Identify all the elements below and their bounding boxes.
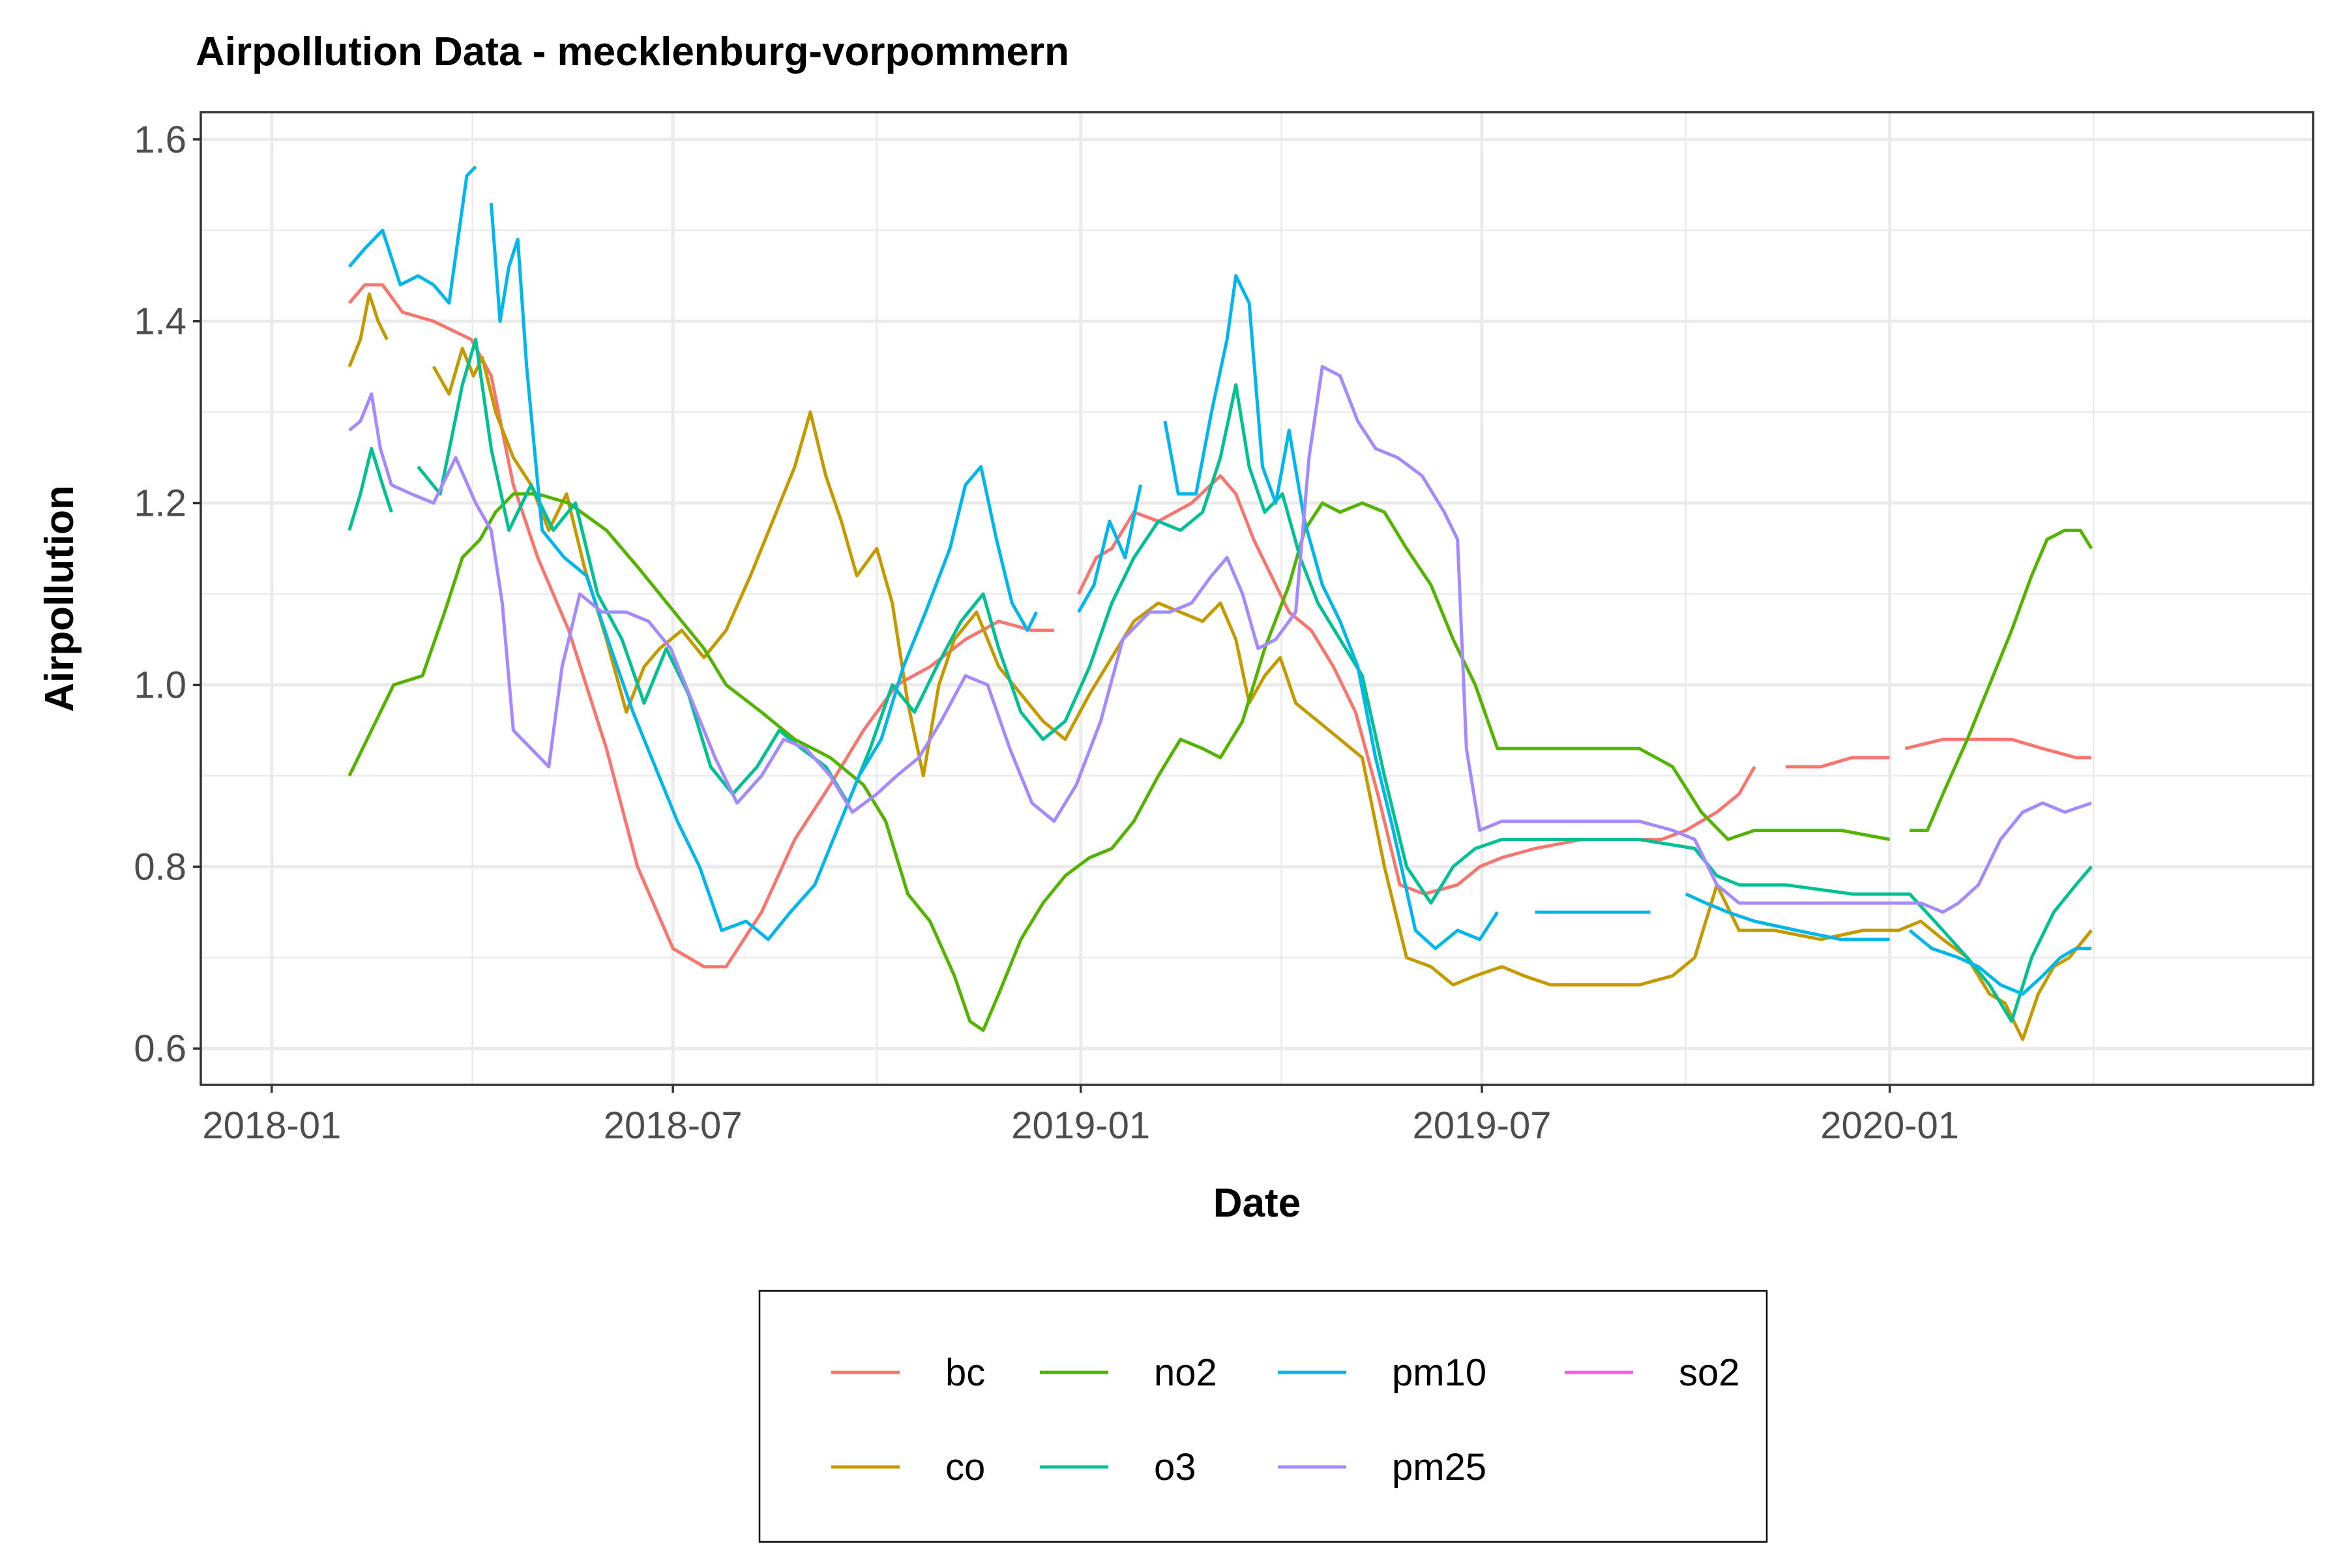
y-tick-label: 0.8 — [134, 846, 186, 888]
y-tick-label: 1.2 — [134, 482, 186, 525]
legend-label-so2: so2 — [1679, 1352, 1740, 1394]
series-line-pm25 — [348, 364, 2092, 914]
x-axis: 2018-01 2018-07 2019-01 2019-07 2020-01 — [202, 1085, 1959, 1147]
x-tick-label: 2019-01 — [1011, 1104, 1150, 1147]
legend-label-pm10: pm10 — [1392, 1352, 1486, 1394]
x-tick-label: 2018-07 — [604, 1104, 743, 1147]
x-tick-label: 2019-07 — [1413, 1104, 1552, 1147]
legend-box — [758, 1290, 1768, 1543]
x-axis-title: Date — [1213, 1181, 1301, 1226]
series-line-bc — [347, 283, 2091, 969]
y-axis: 0.6 0.8 1.0 1.2 1.4 1.6 — [134, 119, 201, 1070]
legend-label-pm25: pm25 — [1392, 1446, 1486, 1488]
series-line-no2 — [347, 492, 2093, 1032]
plot-panel-border — [199, 111, 2314, 1086]
legend-label-o3: o3 — [1154, 1446, 1196, 1488]
series-lines — [347, 165, 2093, 1041]
y-tick-label: 1.6 — [134, 119, 186, 161]
y-tick-label: 1.0 — [134, 664, 186, 706]
legend-label-bc: bc — [945, 1352, 985, 1394]
series-line-co — [347, 292, 2093, 1041]
y-axis-title: Airpollution — [37, 485, 82, 712]
legend: bc co no2 o3 pm10 pm25 so2 — [758, 1290, 1768, 1543]
series-line-pm10 — [347, 165, 2091, 996]
legend-label-no2: no2 — [1154, 1352, 1217, 1394]
x-tick-label: 2020-01 — [1820, 1104, 1959, 1147]
series-line-o3 — [347, 338, 2093, 1023]
x-tick-label: 2018-01 — [202, 1104, 341, 1147]
grid-lines — [201, 112, 2313, 1085]
y-tick-label: 0.6 — [134, 1028, 186, 1070]
legend-label-co: co — [945, 1446, 985, 1488]
chart-title: Airpollution Data - mecklenburg-vorpomme… — [196, 29, 1069, 74]
y-tick-label: 1.4 — [134, 301, 186, 343]
